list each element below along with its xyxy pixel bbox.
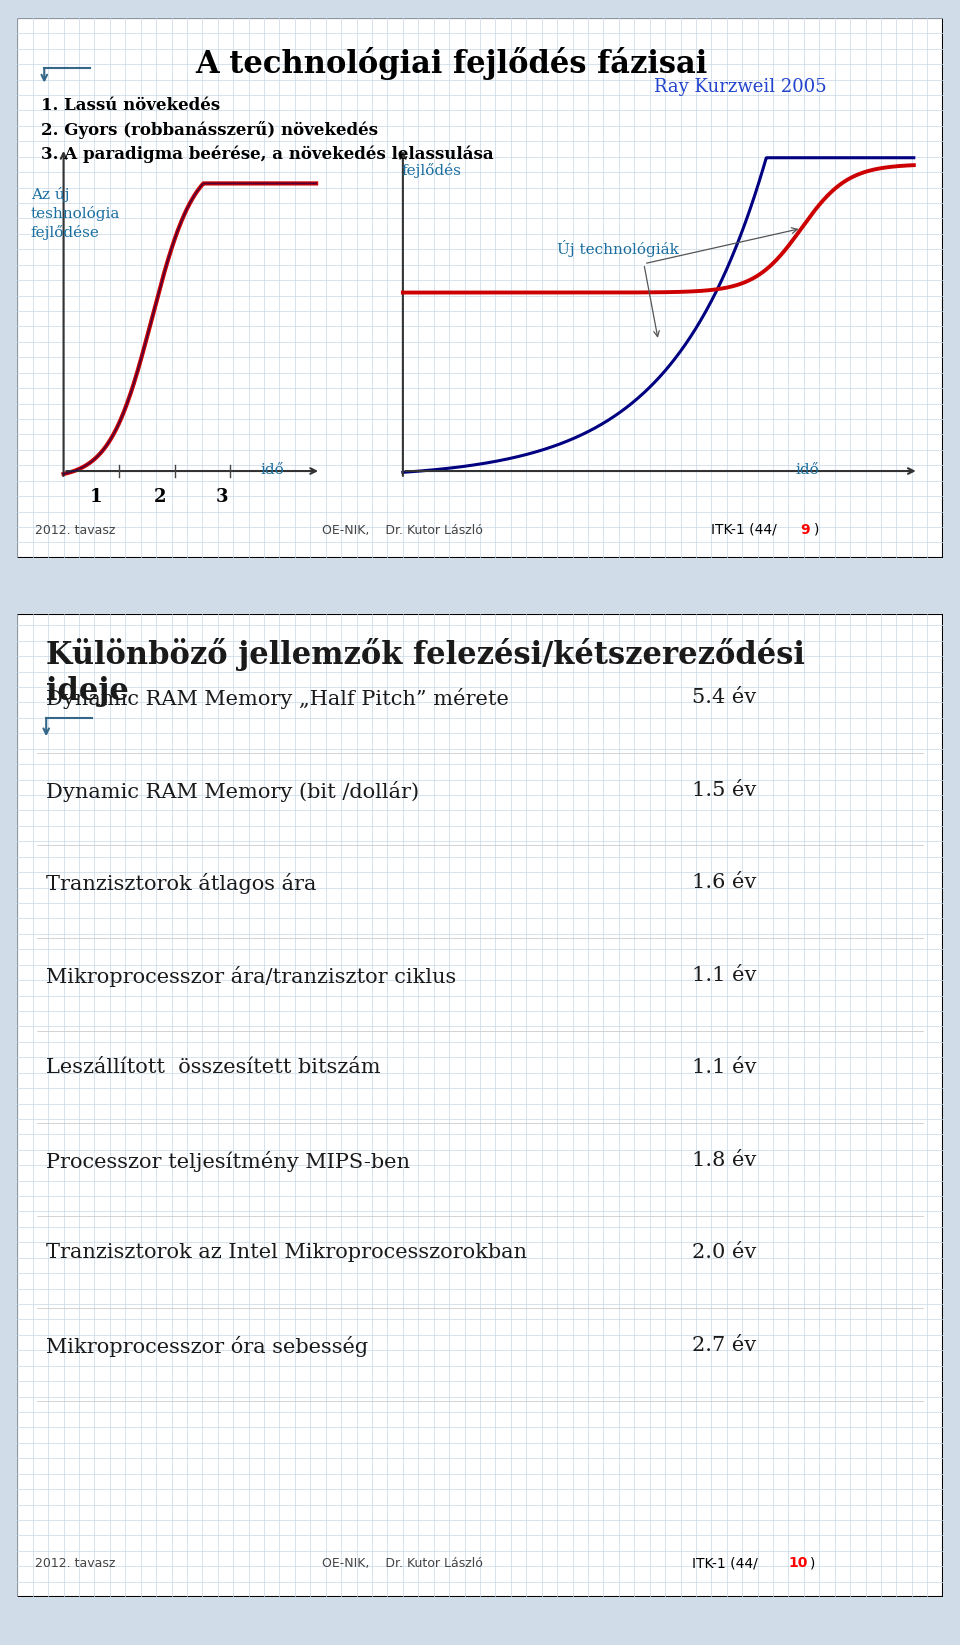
Text: 3. A paradigma beérése, a növekedés lelassulása: 3. A paradigma beérése, a növekedés lela…	[41, 145, 494, 163]
Text: 2. Gyors (robbanásszerű) növekedés: 2. Gyors (robbanásszerű) növekedés	[41, 122, 378, 140]
Text: ): )	[813, 523, 819, 536]
Text: teshnológia: teshnológia	[31, 206, 120, 220]
Text: 1.1 év: 1.1 év	[692, 966, 756, 985]
Text: 2: 2	[154, 489, 166, 507]
Text: OE-NIK,    Dr. Kutor László: OE-NIK, Dr. Kutor László	[323, 1558, 483, 1569]
Text: Tranzisztorok átlagos ára: Tranzisztorok átlagos ára	[46, 873, 317, 895]
Text: 1. Lassú növekedés: 1. Lassú növekedés	[41, 97, 221, 114]
Text: A technológiai fejlődés fázisai: A technológiai fejlődés fázisai	[195, 46, 708, 81]
Text: ITK-1 (44/: ITK-1 (44/	[692, 1556, 757, 1569]
Text: Mikroprocesszor ára/tranzisztor ciklus: Mikroprocesszor ára/tranzisztor ciklus	[46, 966, 456, 987]
Text: Processzor teljesítmény MIPS-ben: Processzor teljesítmény MIPS-ben	[46, 1152, 410, 1171]
Text: Mikroprocesszor óra sebesség: Mikroprocesszor óra sebesség	[46, 1336, 369, 1357]
Text: idő: idő	[261, 464, 284, 477]
Text: ITK-1 (44/: ITK-1 (44/	[711, 523, 777, 536]
Text: 5.4 év: 5.4 év	[692, 688, 756, 707]
Text: fejlődése: fejlődése	[31, 225, 100, 240]
Text: 2012. tavasz: 2012. tavasz	[35, 1558, 115, 1569]
Text: 2012. tavasz: 2012. tavasz	[35, 523, 115, 536]
Text: 2.7 év: 2.7 év	[692, 1336, 756, 1355]
Text: Ray Kurzweil 2005: Ray Kurzweil 2005	[654, 77, 827, 95]
Text: Tranzisztorok az Intel Mikroprocesszorokban: Tranzisztorok az Intel Mikroprocesszorok…	[46, 1244, 527, 1262]
Text: 1.5 év: 1.5 év	[692, 781, 756, 799]
Text: Az új: Az új	[31, 186, 69, 202]
Text: Dynamic RAM Memory (bit /dollár): Dynamic RAM Memory (bit /dollár)	[46, 781, 420, 801]
Text: Dynamic RAM Memory „Half Pitch” mérete: Dynamic RAM Memory „Half Pitch” mérete	[46, 688, 509, 709]
Text: fejlődés: fejlődés	[402, 163, 462, 178]
Text: 9: 9	[800, 523, 809, 536]
Text: OE-NIK,    Dr. Kutor László: OE-NIK, Dr. Kutor László	[323, 523, 483, 536]
Text: idő: idő	[796, 464, 820, 477]
Text: Új technológiák: Új technológiák	[557, 240, 679, 257]
Text: 10: 10	[788, 1556, 808, 1569]
Text: 1.6 év: 1.6 év	[692, 873, 756, 892]
Text: Leszállított  összesített bitszám: Leszállított összesített bitszám	[46, 1058, 381, 1077]
Text: 1.8 év: 1.8 év	[692, 1152, 756, 1170]
Text: 2.0 év: 2.0 év	[692, 1244, 756, 1262]
Text: ): )	[809, 1556, 815, 1569]
Text: Különböző jellemzők felezési/kétszereződési: Különböző jellemzők felezési/kétszereződ…	[46, 638, 805, 671]
Text: 3: 3	[215, 489, 228, 507]
Text: 1: 1	[90, 489, 103, 507]
Text: ideje: ideje	[46, 676, 129, 707]
Text: 1.1 év: 1.1 év	[692, 1058, 756, 1077]
